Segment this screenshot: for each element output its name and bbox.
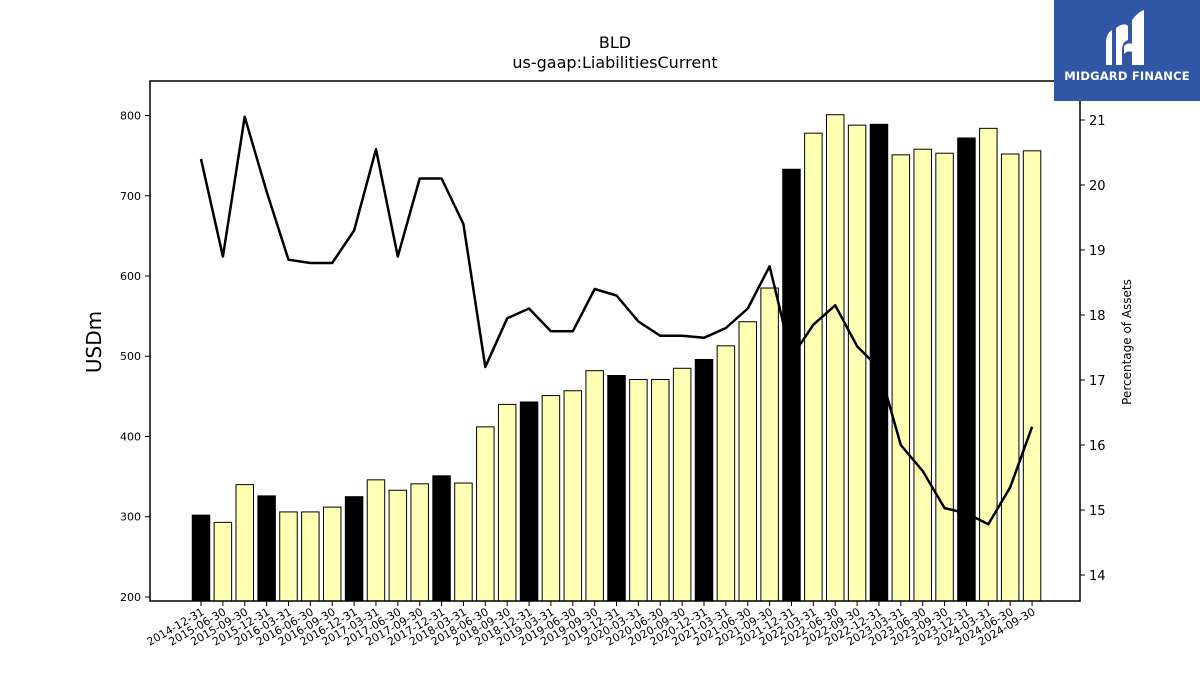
bar bbox=[782, 168, 801, 602]
bar bbox=[322, 506, 342, 602]
y2-tick-label: 19 bbox=[1089, 244, 1106, 259]
bar bbox=[585, 370, 604, 602]
y-tick-label: 200 bbox=[120, 591, 141, 604]
bar bbox=[410, 483, 429, 602]
y2-tick-label: 18 bbox=[1089, 309, 1106, 324]
y-tick-label: 300 bbox=[120, 511, 141, 524]
line-group bbox=[199, 115, 1034, 526]
bar bbox=[519, 401, 539, 602]
bar bbox=[191, 514, 211, 602]
bar bbox=[716, 345, 736, 602]
bar bbox=[672, 367, 692, 602]
bar bbox=[651, 379, 670, 602]
y-axis-label: USDm bbox=[82, 311, 106, 373]
y2-tick-label: 16 bbox=[1089, 439, 1106, 454]
bar bbox=[476, 426, 495, 602]
axes: 2003004005006007008001415161718192021201… bbox=[120, 110, 1106, 649]
bar bbox=[979, 127, 998, 602]
plot-frame bbox=[149, 80, 1081, 602]
bar bbox=[738, 321, 757, 602]
logo-text: MIDGARD FINANCE bbox=[1064, 69, 1190, 83]
bar bbox=[563, 390, 583, 602]
bar bbox=[891, 154, 911, 602]
y2-axis-label: Percentage of Assets bbox=[1120, 279, 1134, 405]
bar bbox=[804, 132, 823, 602]
chart-title: BLD bbox=[599, 33, 631, 52]
bar bbox=[497, 403, 517, 602]
bar bbox=[454, 482, 473, 602]
bar-group bbox=[191, 114, 1042, 602]
bar bbox=[366, 479, 386, 602]
bar bbox=[432, 475, 451, 602]
bar bbox=[213, 521, 233, 602]
y-tick-label: 400 bbox=[120, 430, 141, 443]
y2-tick-label: 14 bbox=[1089, 569, 1106, 584]
y2-tick-label: 20 bbox=[1089, 179, 1106, 194]
y2-tick-label: 17 bbox=[1089, 374, 1106, 389]
logo-mark-icon bbox=[1106, 10, 1144, 65]
bar bbox=[301, 511, 320, 602]
bar bbox=[935, 152, 954, 602]
bar bbox=[760, 287, 779, 602]
bar bbox=[257, 495, 276, 602]
bar bbox=[913, 148, 932, 602]
bar bbox=[235, 484, 254, 602]
bar bbox=[694, 358, 714, 602]
y-tick-label: 500 bbox=[120, 350, 141, 363]
bar bbox=[344, 496, 364, 602]
bar bbox=[388, 489, 408, 602]
percentage-line bbox=[199, 115, 1034, 526]
chart-subtitle: us-gaap:LiabilitiesCurrent bbox=[512, 53, 717, 72]
y2-tick-label: 21 bbox=[1089, 114, 1106, 129]
bar bbox=[607, 375, 626, 602]
bar bbox=[279, 511, 298, 602]
y2-tick-label: 15 bbox=[1089, 504, 1106, 519]
midgard-finance-logo: MIDGARD FINANCE bbox=[1054, 0, 1200, 101]
bar bbox=[957, 137, 976, 602]
bar bbox=[825, 114, 845, 602]
bar bbox=[629, 379, 648, 602]
y-tick-label: 700 bbox=[120, 190, 141, 203]
bar bbox=[541, 395, 561, 602]
bar bbox=[1022, 150, 1042, 602]
bar bbox=[847, 124, 867, 602]
bar bbox=[1000, 153, 1020, 602]
y-tick-label: 800 bbox=[120, 110, 141, 123]
y-tick-label: 600 bbox=[120, 270, 141, 283]
